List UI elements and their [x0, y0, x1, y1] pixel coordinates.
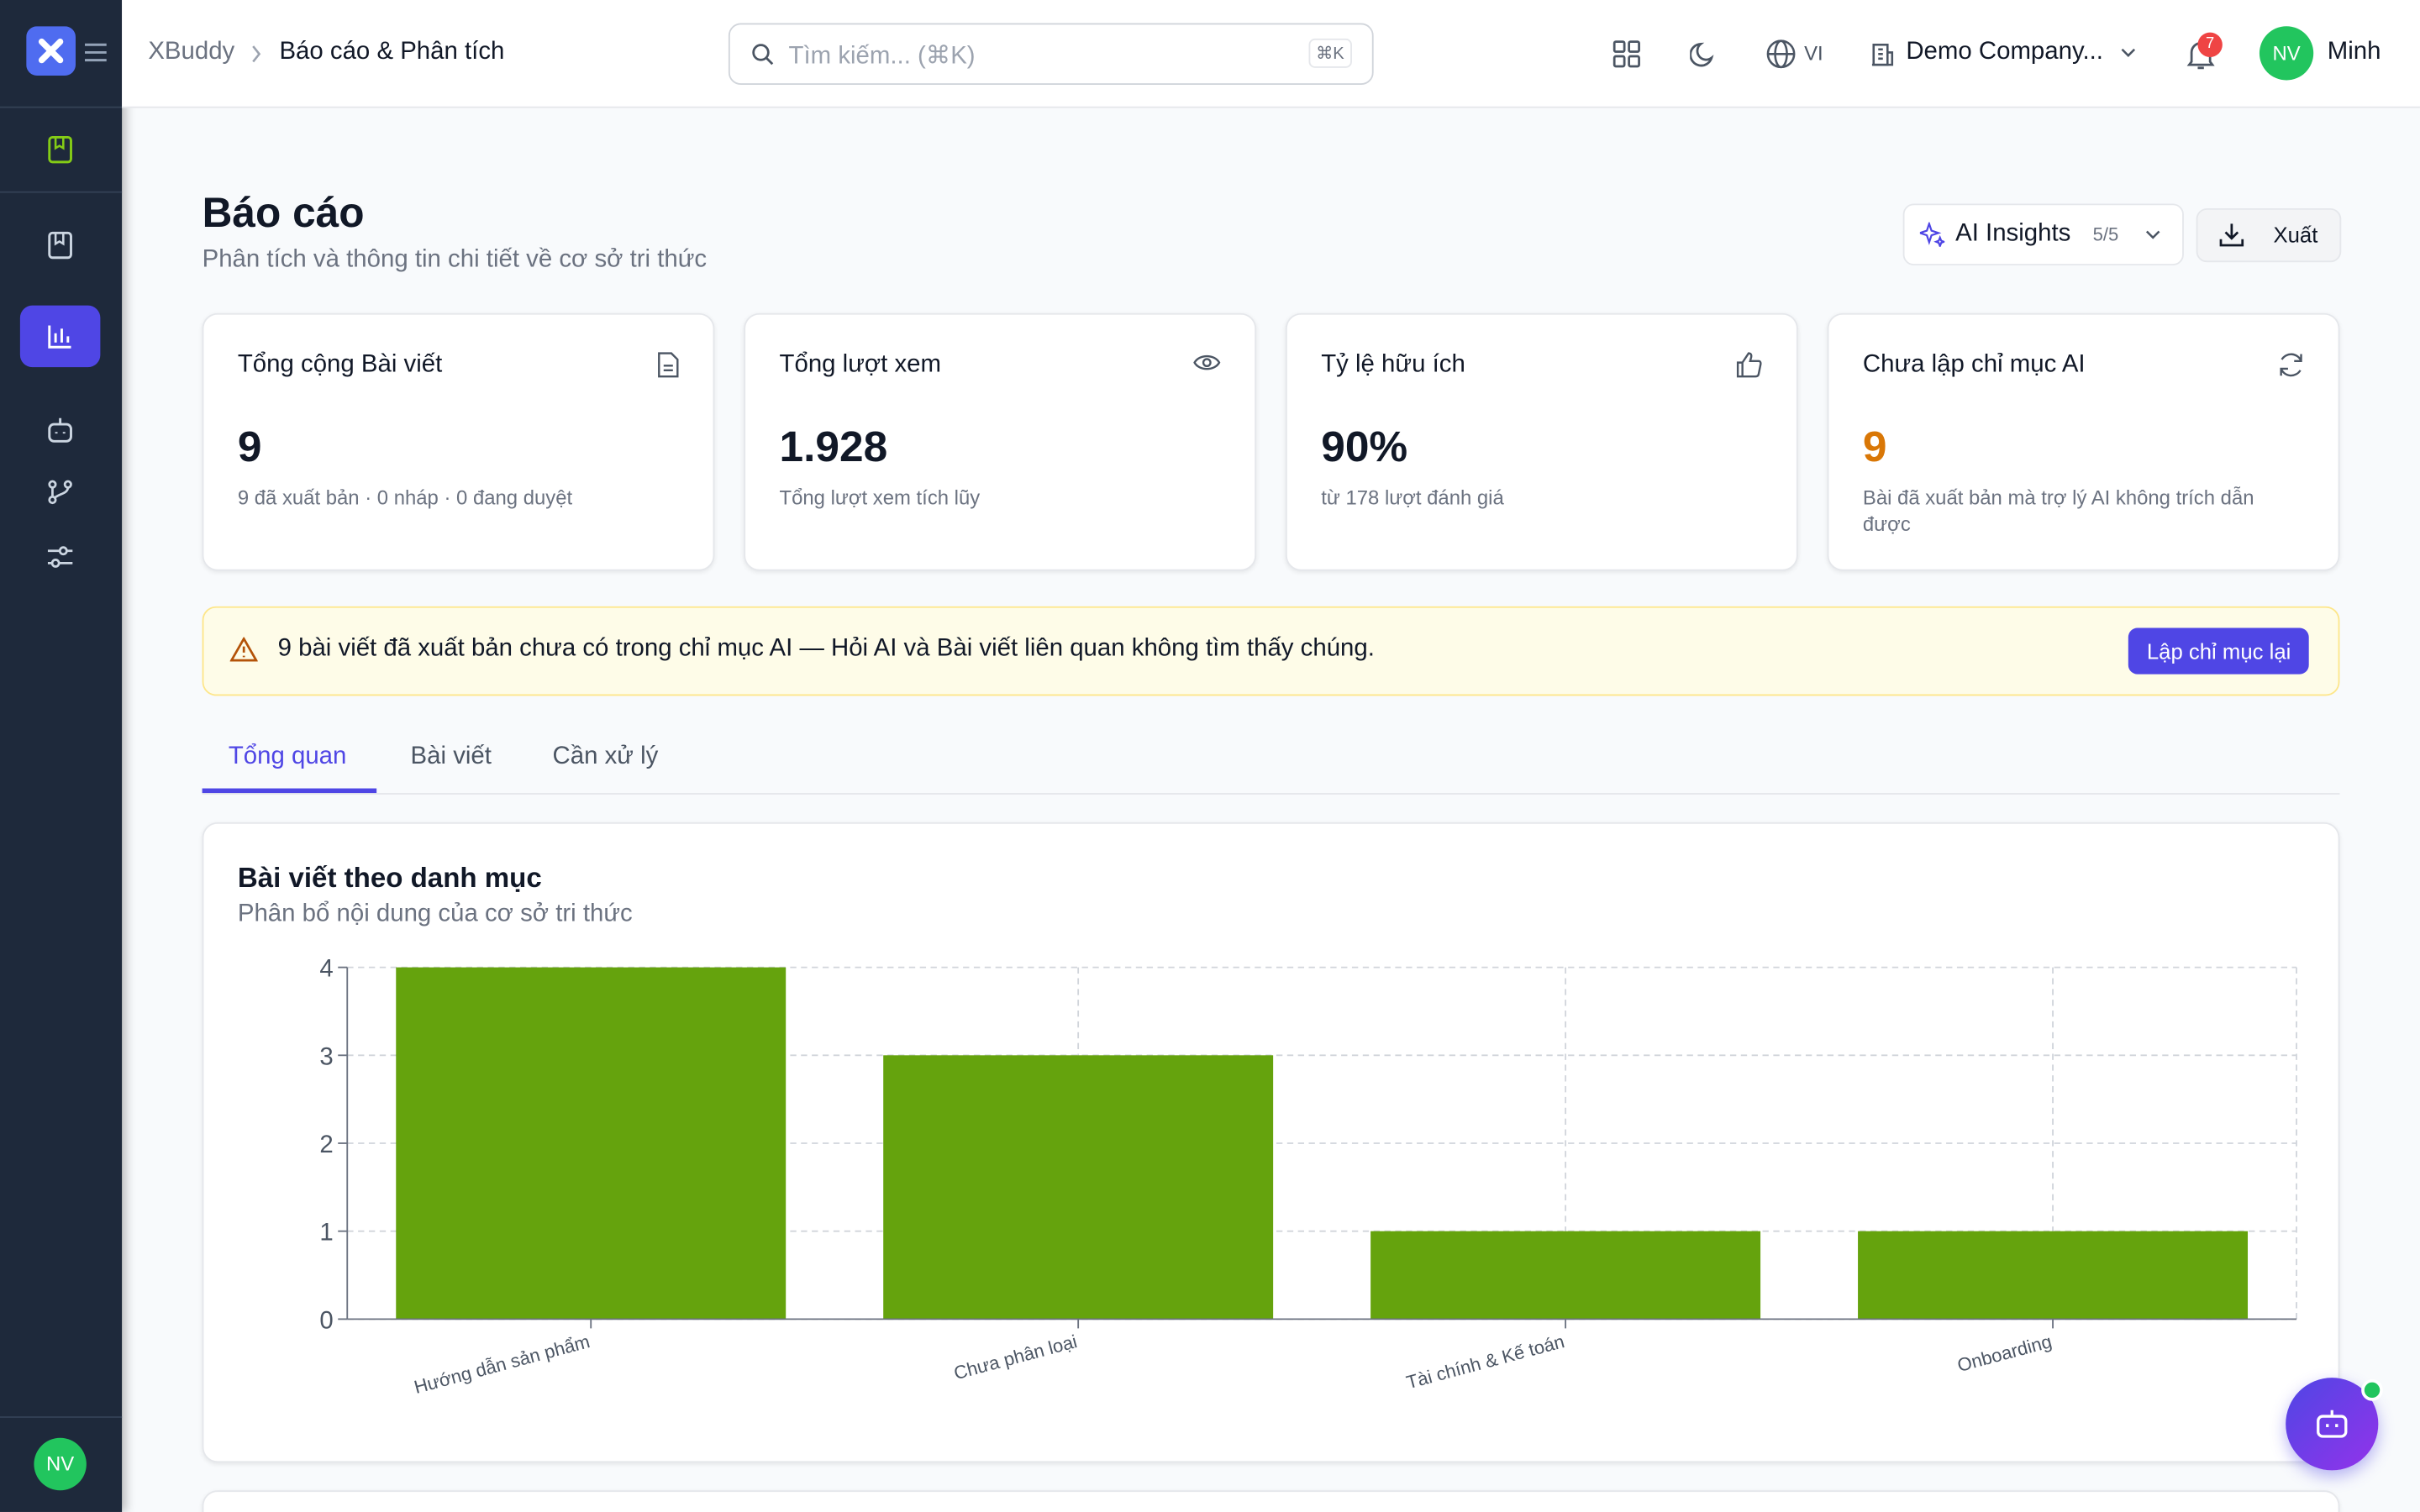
header: XBuddy Báo cáo & Phân tích Tìm kiếm... (…: [122, 0, 2420, 108]
apps-button[interactable]: [1612, 40, 1640, 68]
language[interactable]: VI: [1804, 41, 1823, 66]
y-tick-label: 3: [319, 1042, 333, 1070]
alert: 9 bài viết đã xuất bản chưa có trong chỉ…: [202, 606, 2340, 696]
stat-card: Tổng cộng Bài viết 9 9 đã xuất bản · 0 n…: [202, 312, 715, 571]
chart-card: Bài viết theo danh mục Phân bổ nội dung …: [202, 822, 2340, 1463]
page-title: Báo cáo: [202, 189, 365, 237]
online-dot: [2361, 1379, 2383, 1401]
chart-subtitle: Phân bổ nội dung của cơ sở tri thức: [237, 900, 633, 927]
bar-chart: 0 1 2 3 4 Hướng dẫn sản phẩm Chưa phân loại Tài…: [319, 955, 2297, 1398]
eye-icon: [1193, 354, 1221, 370]
stat-card: Chưa lập chỉ mục AI 9 Bài đã xuất bản mà…: [1827, 312, 2340, 571]
ai-caret: [2145, 230, 2160, 239]
chart-title: Bài viết theo danh mục: [237, 862, 542, 894]
stat-label: Tỷ lệ hữu ích: [1321, 351, 1465, 378]
export-button[interactable]: Xuất: [2196, 207, 2342, 263]
search-icon: [752, 44, 774, 66]
ai-insights-label: AI Insights: [1955, 220, 2071, 247]
nav-articles[interactable]: [48, 231, 72, 260]
user-avatar[interactable]: NV: [2259, 26, 2314, 81]
company-icon: [1871, 43, 1894, 66]
tab[interactable]: Bài viết: [410, 743, 492, 770]
nav-knowledge[interactable]: [48, 135, 72, 164]
stat-label: Chưa lập chỉ mục AI: [1862, 351, 2086, 378]
stat-note: Bài đã xuất bản mà trợ lý AI không trích…: [1862, 486, 2254, 536]
nav-settings[interactable]: [46, 543, 74, 571]
logo[interactable]: [26, 26, 76, 76]
language-icon[interactable]: [1765, 39, 1797, 70]
tabs-border: [202, 793, 2340, 795]
next-card: [202, 1490, 2340, 1512]
ai-insights-button[interactable]: AI Insights 5/5: [1902, 203, 2184, 265]
sidebar: NV: [0, 0, 123, 1512]
y-tick-label: 0: [319, 1306, 333, 1334]
stat-label: Tổng cộng Bài viết: [237, 351, 443, 378]
nav-bot[interactable]: [46, 417, 74, 444]
page-subtitle: Phân tích và thông tin chi tiết về cơ sở…: [202, 246, 708, 274]
bot-icon: [2317, 1410, 2348, 1438]
thumb-icon: [1736, 352, 1762, 378]
company-caret: [2121, 48, 2136, 57]
divider: [0, 1416, 123, 1418]
x-tick-label: Chưa phân loại: [951, 1331, 1079, 1383]
alert-text: 9 bài viết đã xuất bản chưa có trong chỉ…: [277, 635, 1375, 662]
y-tick-label: 4: [319, 955, 333, 983]
breadcrumb-sep: [252, 45, 261, 63]
reindex-button[interactable]: Lập chỉ mục lại: [2128, 627, 2310, 675]
bar: [1858, 1231, 2249, 1320]
stat-value: 1.928: [779, 423, 888, 471]
y-tick-label: 2: [319, 1131, 333, 1158]
brand[interactable]: XBuddy: [148, 38, 235, 66]
stat-note: 9 đã xuất bản · 0 nháp · 0 đang duyệt: [237, 486, 573, 510]
download-icon: [2219, 223, 2244, 247]
stat-card: Tổng lượt xem 1.928 Tổng lượt xem tích l…: [744, 312, 1257, 571]
theme-toggle[interactable]: [1690, 40, 1718, 68]
x-tick-label: Hướng dẫn sản phẩm: [412, 1331, 592, 1398]
company[interactable]: Demo Company...: [1906, 38, 2103, 66]
stats-row: Tổng cộng Bài viết 9 9 đã xuất bản · 0 n…: [202, 312, 2340, 571]
stat-value: 90%: [1321, 423, 1408, 471]
stat-note: Tổng lượt xem tích lũy: [779, 486, 981, 510]
tab[interactable]: Cần xử lý: [552, 743, 659, 770]
y-tick-label: 1: [319, 1219, 333, 1247]
stat-value: 9: [1862, 423, 1887, 471]
search-shortcut: ⌘K: [1307, 38, 1352, 68]
breadcrumb: Báo cáo & Phân tích: [279, 38, 505, 66]
warning-icon: [229, 637, 258, 662]
stat-note: từ 178 lượt đánh giá: [1321, 486, 1504, 510]
tab-active[interactable]: Tổng quan: [228, 743, 347, 770]
x-tick-label: Onboarding: [1955, 1331, 2054, 1376]
export-label: Xuất: [2273, 222, 2318, 247]
tab-indicator: [202, 788, 377, 794]
stat-label: Tổng lượt xem: [779, 351, 942, 378]
search[interactable]: Tìm kiếm... (⌘K) ⌘K: [728, 23, 1374, 86]
divider: [0, 106, 123, 108]
menu-toggle[interactable]: [83, 42, 108, 64]
reports-icon: [48, 325, 71, 349]
user-name[interactable]: Minh: [2327, 38, 2381, 66]
sidebar-avatar[interactable]: NV: [34, 1437, 87, 1491]
refresh-icon[interactable]: [2278, 352, 2304, 378]
sparkle-icon: [1919, 222, 1945, 247]
bar: [396, 967, 786, 1320]
divider: [0, 191, 123, 193]
bar: [883, 1055, 1274, 1320]
stat-value: 9: [237, 423, 262, 471]
stat-card: Tỷ lệ hữu ích 90% từ 178 lượt đánh giá: [1285, 312, 1798, 571]
ai-insights-count: 5/5: [2092, 223, 2119, 246]
search-placeholder: Tìm kiếm... (⌘K): [788, 43, 976, 70]
nav-flows[interactable]: [46, 478, 74, 506]
doc-icon: [658, 352, 679, 378]
notification-badge: 7: [2197, 32, 2223, 57]
bar: [1370, 1231, 1761, 1320]
x-tick-label: Tài chính & Kế toán: [1404, 1331, 1566, 1393]
nav-reports-active[interactable]: [19, 305, 101, 368]
chat-bot-button[interactable]: [2286, 1378, 2383, 1471]
